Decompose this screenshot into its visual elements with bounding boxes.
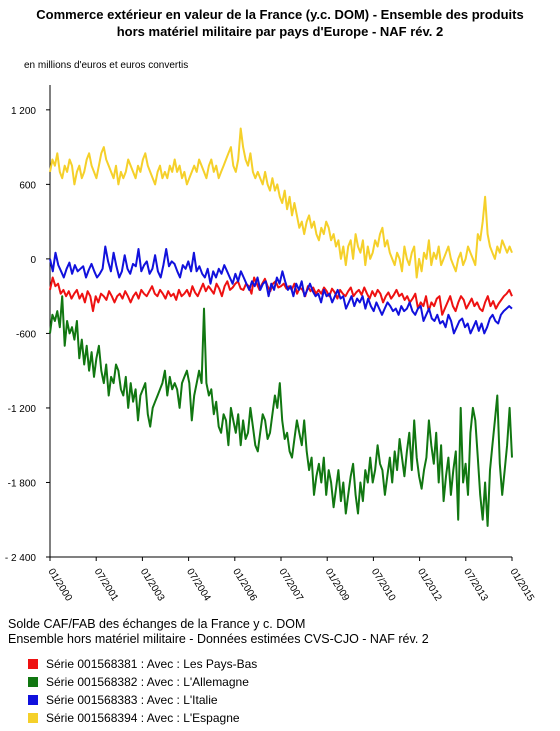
legend-item: Série 001568394 : Avec : L'Espagne (28, 709, 257, 727)
series-line-1 (49, 276, 513, 316)
legend-swatch (28, 713, 38, 723)
legend-swatch (28, 677, 38, 687)
x-tick-label: 07/2007 (276, 567, 305, 604)
legend-swatch (28, 695, 38, 705)
caption-line-2: Ensemble hors matériel militaire - Donné… (8, 632, 429, 646)
x-tick-label: 01/2012 (415, 567, 444, 604)
chart-title-block: Commerce extérieur en valeur de la Franc… (0, 6, 560, 40)
series-line-4 (49, 127, 513, 279)
legend-label: Série 001568383 : Avec : L'Italie (46, 693, 218, 707)
x-tick-label: 01/2003 (138, 567, 167, 604)
y-tick-label: 1 200 (11, 106, 36, 117)
x-tick-label: 01/2006 (230, 567, 259, 604)
legend-item: Série 001568381 : Avec : Les Pays-Bas (28, 655, 257, 673)
y-tick-label: -1 200 (8, 404, 37, 415)
legend-label: Série 001568381 : Avec : Les Pays-Bas (46, 657, 258, 671)
x-tick-label: 07/2013 (461, 567, 490, 604)
line-chart: 1 200 600 0 -600 -1 200 -1 800 - 2 400 01/2000 0… (5, 85, 536, 604)
x-tick-label: 07/2010 (369, 567, 398, 604)
legend-item: Série 001568383 : Avec : L'Italie (28, 691, 257, 709)
series-line-2 (49, 295, 513, 527)
legend-label: Série 001568394 : Avec : L'Espagne (46, 711, 240, 725)
x-tick-label: 01/2015 (507, 567, 536, 604)
legend-label: Série 001568382 : Avec : L'Allemagne (46, 675, 249, 689)
y-tick-label: - 2 400 (5, 553, 37, 564)
x-tick-label: 01/2000 (45, 567, 74, 604)
y-tick-label: 0 (30, 255, 36, 266)
y-axis-unit-label: en millions d'euros et euros convertis (24, 60, 189, 71)
x-tick-label: 07/2004 (184, 567, 213, 604)
y-tick-label: 600 (19, 180, 36, 191)
x-tick-label: 01/2009 (323, 567, 352, 604)
y-tick-label: -600 (16, 329, 36, 340)
legend-swatch (28, 659, 38, 669)
y-tick-label: -1 800 (8, 478, 37, 489)
x-tick-label: 07/2001 (92, 567, 121, 604)
chart-caption: Solde CAF/FAB des échanges de la France … (8, 617, 429, 647)
chart-title: Commerce extérieur en valeur de la Franc… (36, 7, 524, 22)
legend-item: Série 001568382 : Avec : L'Allemagne (28, 673, 257, 691)
chart-legend: Série 001568381 : Avec : Les Pays-Bas Sér… (28, 655, 257, 727)
caption-line-1: Solde CAF/FAB des échanges de la France … (8, 617, 306, 631)
series-line-3 (49, 245, 513, 335)
chart-subtitle: hors matériel militaire par pays d'Europ… (116, 24, 444, 39)
